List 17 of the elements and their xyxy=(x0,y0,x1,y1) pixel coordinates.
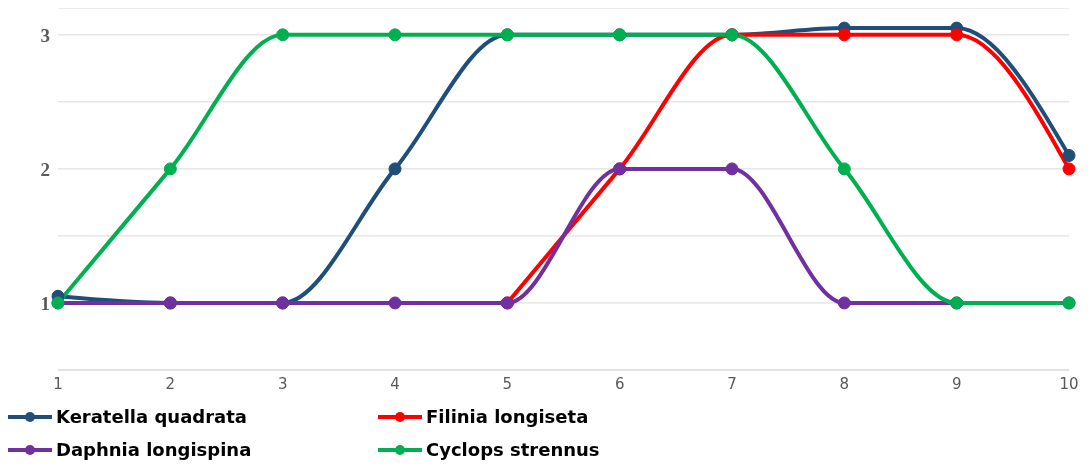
y-tick-label: 2 xyxy=(40,158,50,180)
x-tick-label: 6 xyxy=(614,374,625,393)
legend-label: Cyclops strennus xyxy=(426,439,600,460)
legend-label: Daphnia longispina xyxy=(56,439,252,460)
x-tick-label: 3 xyxy=(277,374,288,393)
x-tick-label: 2 xyxy=(165,374,176,393)
x-tick-label: 1 xyxy=(53,374,63,393)
legend-label: Keratella quadrata xyxy=(56,406,247,427)
y-tick-label: 1 xyxy=(40,292,50,314)
x-tick-label: 4 xyxy=(390,374,400,393)
y-tick-label: 3 xyxy=(40,24,50,46)
x-tick-label: 7 xyxy=(727,374,737,393)
x-tick-label: 9 xyxy=(951,374,962,393)
x-tick-label: 5 xyxy=(502,374,513,393)
x-tick-label: 8 xyxy=(839,374,850,393)
x-tick-label: 10 xyxy=(1059,374,1079,393)
legend-label: Filinia longiseta xyxy=(426,406,589,427)
